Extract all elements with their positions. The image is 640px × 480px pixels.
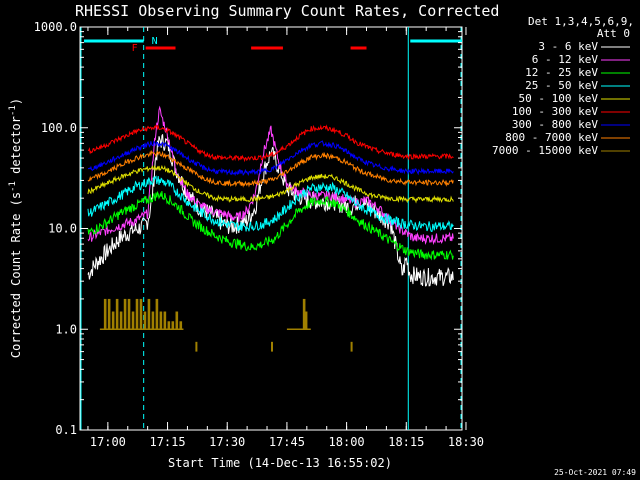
flag-label: F <box>132 43 138 54</box>
high-energy-bar <box>131 311 135 330</box>
high-energy-bar <box>115 298 119 330</box>
high-energy-bar <box>111 311 115 330</box>
high-energy-bar <box>119 311 123 330</box>
legend-entry-label: 100 - 300 keV <box>512 105 598 118</box>
legend-entry-label: 800 - 7000 keV <box>505 131 598 144</box>
series-line-4 <box>87 164 454 204</box>
x-tick-label: 17:15 <box>149 435 185 449</box>
series-line-2 <box>87 190 454 261</box>
high-energy-bar <box>107 298 111 330</box>
legend-header-line-2: Att 0 <box>597 27 630 40</box>
series-line-7 <box>87 149 454 188</box>
y-tick-label: 100.0 <box>41 121 77 135</box>
legend-header: Det 1,3,4,5,6,9, Att 0 <box>528 15 634 40</box>
y-tick-label: 1.0 <box>55 322 77 336</box>
high-energy-bar <box>159 311 163 330</box>
legend-entry-label: 300 - 800 keV <box>512 118 598 131</box>
y-axis-ticks: 1000.0 100.0 10.0 1.0 0.1 <box>34 20 462 437</box>
high-energy-bar <box>179 321 183 330</box>
high-energy-bar <box>302 298 306 330</box>
x-tick-label: 17:00 <box>90 435 126 449</box>
y-axis-label-end: ) <box>9 98 23 105</box>
high-energy-low-tick <box>271 341 273 352</box>
y-axis-label-sup2: -1 <box>8 105 18 116</box>
series-line-5 <box>87 124 454 163</box>
chart-title: RHESSI Observing Summary Count Rates, Co… <box>75 2 499 20</box>
high-energy-bar <box>123 298 127 330</box>
x-tick-label: 18:00 <box>329 435 365 449</box>
high-energy-bar <box>135 298 139 330</box>
series-line-6 <box>88 140 454 177</box>
high-energy-bar <box>304 311 308 330</box>
series-line-3 <box>87 175 454 232</box>
x-axis-ticks: 17:00 17:15 17:30 17:45 18:00 18:15 18:30 <box>87 27 484 449</box>
x-axis-label: Start Time (14-Dec-13 16:55:02) <box>168 456 392 470</box>
x-tick-label: 17:30 <box>209 435 245 449</box>
series-lines <box>87 105 454 287</box>
legend-entry-label: 6 - 12 keV <box>532 53 599 66</box>
high-energy-bar <box>139 298 143 330</box>
high-energy-bar <box>167 321 171 330</box>
y-axis-label-main: Corrected Count Rate (s <box>9 192 23 358</box>
y-tick-label: 1000.0 <box>34 20 77 34</box>
flag-label: N <box>152 36 158 47</box>
high-energy-bar <box>163 311 167 330</box>
high-energy-bar <box>147 298 151 330</box>
x-tick-label: 18:30 <box>448 435 484 449</box>
y-axis-label-mid: detector <box>9 116 23 181</box>
timestamp: 25-Oct-2021 07:49 <box>554 468 636 477</box>
series-line-0 <box>87 134 454 287</box>
high-energy-bar <box>175 311 179 330</box>
y-tick-label: 0.1 <box>55 423 77 437</box>
high-energy-bar <box>155 298 159 330</box>
x-tick-label: 18:15 <box>388 435 424 449</box>
legend-entry-label: 3 - 6 keV <box>538 40 598 53</box>
flag-bars: NF <box>83 36 462 54</box>
high-energy-low-tick <box>195 341 198 352</box>
legend-header-line-1: Det 1,3,4,5,6,9, <box>528 15 634 28</box>
y-axis-label: Corrected Count Rate (s-1 detector-1) <box>8 98 23 358</box>
high-energy-bar <box>143 311 147 330</box>
x-tick-label: 17:45 <box>269 435 305 449</box>
high-energy-low-tick <box>350 341 353 352</box>
legend-entry-label: 25 - 50 keV <box>525 79 598 92</box>
high-energy-bars <box>99 298 353 352</box>
high-energy-bar <box>171 321 175 330</box>
y-tick-label: 10.0 <box>48 222 77 236</box>
high-energy-bar <box>127 298 131 330</box>
y-axis-label-sup1: -1 <box>8 181 18 192</box>
legend-entry-label: 12 - 25 keV <box>525 66 598 79</box>
high-energy-bar <box>151 311 155 330</box>
high-energy-bar <box>103 298 107 330</box>
legend-entry-label: 50 - 100 keV <box>519 92 599 105</box>
legend-entry-label: 7000 - 15000 keV <box>492 144 598 157</box>
